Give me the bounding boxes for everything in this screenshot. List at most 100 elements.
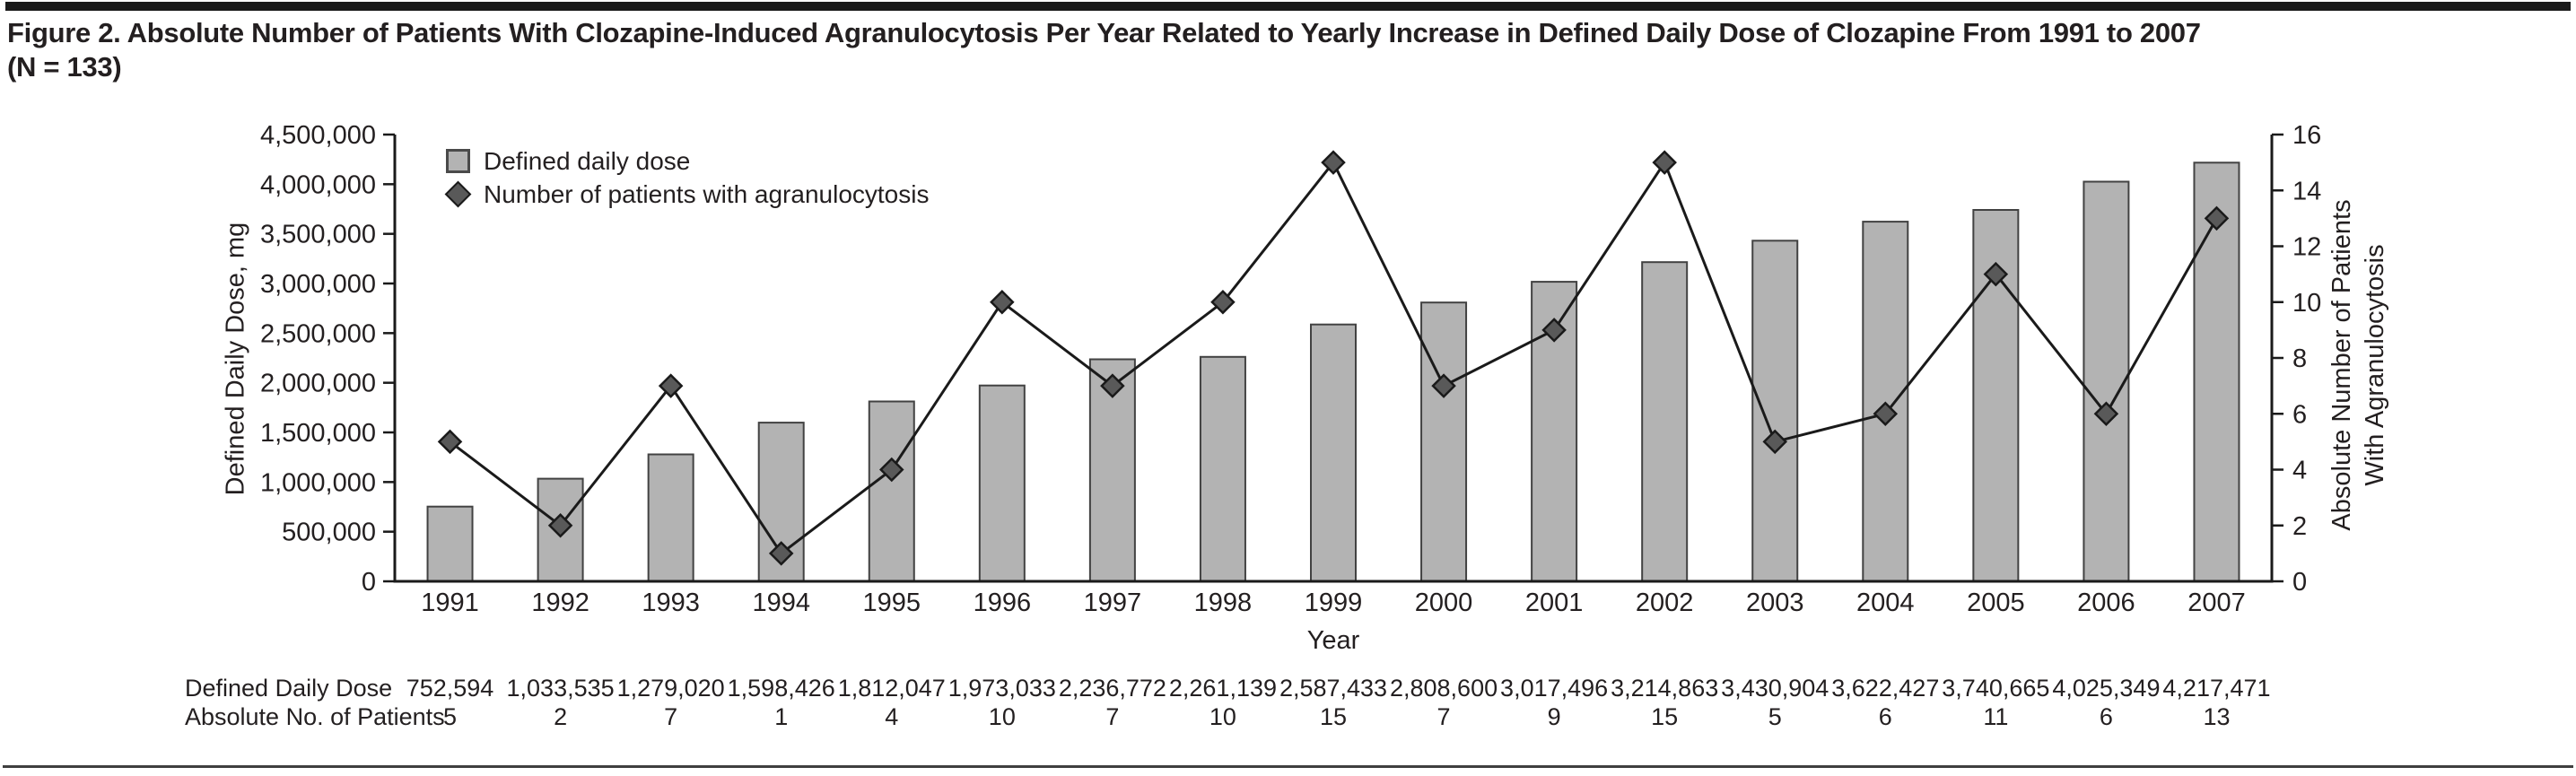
left-axis-tick-label: 4,000,000 (260, 170, 376, 199)
table-patients-value: 5 (1768, 703, 1782, 730)
bar-swatch-icon (446, 149, 470, 173)
table-row-label-dose: Defined Daily Dose (185, 675, 393, 702)
table-patients-value: 9 (1548, 703, 1561, 730)
table-dose-value: 1,598,426 (728, 675, 835, 702)
legend-label: Number of patients with agranulocytosis (484, 179, 930, 208)
left-axis-tick-label: 4,500,000 (260, 121, 376, 150)
table-patients-value: 6 (1879, 703, 1892, 730)
diamond-marker-1992 (547, 512, 573, 538)
table-dose-value: 1,973,033 (948, 675, 1056, 702)
table-dose-value: 3,740,665 (1942, 675, 2049, 702)
table-patients-value: 5 (443, 703, 457, 730)
table-dose-value: 3,430,904 (1721, 675, 1829, 702)
year-label: 1997 (1084, 589, 1142, 617)
bottom-rule (3, 765, 2573, 768)
bar-2002 (1641, 261, 1689, 582)
table-patients-value: 7 (1105, 703, 1119, 730)
diamond-marker-1998 (1210, 289, 1236, 315)
diamond-marker-2003 (1762, 429, 1788, 455)
table-dose-value: 4,025,349 (2052, 675, 2160, 702)
diamond-marker-1996 (990, 289, 1015, 315)
table-dose-value: 2,261,139 (1169, 675, 1277, 702)
diamond-marker-2006 (2093, 401, 2119, 427)
table-dose-value: 1,279,020 (617, 675, 725, 702)
diamond-marker-2000 (1431, 373, 1456, 398)
diamond-marker-1999 (1321, 150, 1346, 175)
top-rule (5, 2, 2571, 11)
left-axis-tick-label: 500,000 (282, 519, 376, 547)
diamond-marker-2002 (1652, 150, 1677, 175)
right-axis-tick-label: 14 (2292, 177, 2321, 205)
table-patients-value: 6 (2100, 703, 2113, 730)
figure-title: Figure 2. Absolute Number of Patients Wi… (7, 16, 2569, 84)
year-label: 2006 (2077, 589, 2135, 617)
diamond-swatch-icon (444, 180, 472, 208)
year-label: 2003 (1746, 589, 1804, 617)
diamond-marker-2004 (1873, 401, 1899, 427)
left-axis-title: Defined Daily Dose, mg (221, 222, 250, 496)
right-axis-tick-label: 2 (2292, 512, 2307, 541)
right-axis-title-line2: With Agranulocytosis (2361, 244, 2389, 486)
year-label: 2002 (1636, 589, 1694, 617)
year-label: 1994 (752, 589, 810, 617)
table-dose-value: 3,622,427 (1831, 675, 1939, 702)
right-axis-tick-label: 8 (2292, 344, 2307, 373)
left-axis-tick-label: 2,000,000 (260, 370, 376, 398)
diamond-marker-2005 (1983, 261, 2009, 287)
year-label: 1991 (421, 589, 479, 617)
right-axis-tick-label: 0 (2292, 568, 2307, 597)
table-dose-value: 4,217,471 (2162, 675, 2270, 702)
year-label: 2004 (1856, 589, 1915, 617)
table-dose-value: 752,594 (406, 675, 494, 702)
right-axis-title-line1: Absolute Number of Patients (2327, 199, 2356, 531)
table-dose-value: 3,017,496 (1500, 675, 1608, 702)
year-label: 1993 (642, 589, 700, 617)
right-axis-tick-label: 6 (2292, 400, 2307, 429)
table-row-label-patients: Absolute No. of Patients (185, 703, 445, 730)
table-patients-value: 7 (1437, 703, 1451, 730)
table-dose-value: 1,812,047 (838, 675, 946, 702)
table-dose-value: 2,587,433 (1279, 675, 1387, 702)
diamond-marker-1997 (1100, 373, 1125, 398)
right-axis-tick-label: 16 (2292, 121, 2321, 150)
right-axis-title: Absolute Number of Patients With Agranul… (2326, 199, 2392, 530)
legend-item-patients: Number of patients with agranulocytosis (444, 178, 930, 211)
chart-legend: Defined daily dose Number of patients wi… (444, 144, 930, 211)
table-patients-value: 15 (1320, 703, 1347, 730)
table-patients-value: 2 (554, 703, 567, 730)
table-patients-value: 4 (885, 703, 898, 730)
table-dose-value: 3,214,863 (1611, 675, 1718, 702)
bar-1999 (1310, 323, 1357, 582)
year-label: 1998 (1194, 589, 1253, 617)
year-label: 1996 (974, 589, 1032, 617)
table-patients-value: 11 (1983, 703, 2008, 730)
diamond-marker-1993 (658, 373, 684, 398)
left-axis-tick-label: 1,500,000 (260, 419, 376, 448)
x-axis-title: Year (1306, 626, 1360, 655)
diamond-marker-2001 (1541, 318, 1567, 343)
bar-1991 (426, 505, 474, 583)
table-patients-value: 10 (989, 703, 1016, 730)
bar-1995 (868, 400, 915, 582)
table-dose-value: 1,033,535 (507, 675, 615, 702)
table-dose-value: 2,808,600 (1390, 675, 1498, 702)
bar-2006 (2083, 180, 2130, 582)
left-axis-tick-label: 3,000,000 (260, 270, 376, 299)
year-label: 2007 (2187, 589, 2246, 617)
bar-1996 (978, 384, 1026, 583)
table-patients-value: 13 (2203, 703, 2230, 730)
year-label: 2000 (1415, 589, 1473, 617)
left-axis-tick-label: 0 (362, 568, 376, 597)
diamond-marker-2007 (2204, 205, 2230, 231)
right-axis-tick-label: 12 (2292, 233, 2321, 262)
diamond-marker-1991 (437, 429, 463, 455)
table-patients-value: 10 (1209, 703, 1236, 730)
right-axis-tick-label: 4 (2292, 457, 2307, 485)
left-axis-tick-label: 1,000,000 (260, 468, 376, 497)
table-dose-value: 2,236,772 (1059, 675, 1166, 702)
table-patients-value: 15 (1651, 703, 1678, 730)
legend-label: Defined daily dose (484, 146, 691, 175)
bar-2000 (1420, 301, 1468, 582)
